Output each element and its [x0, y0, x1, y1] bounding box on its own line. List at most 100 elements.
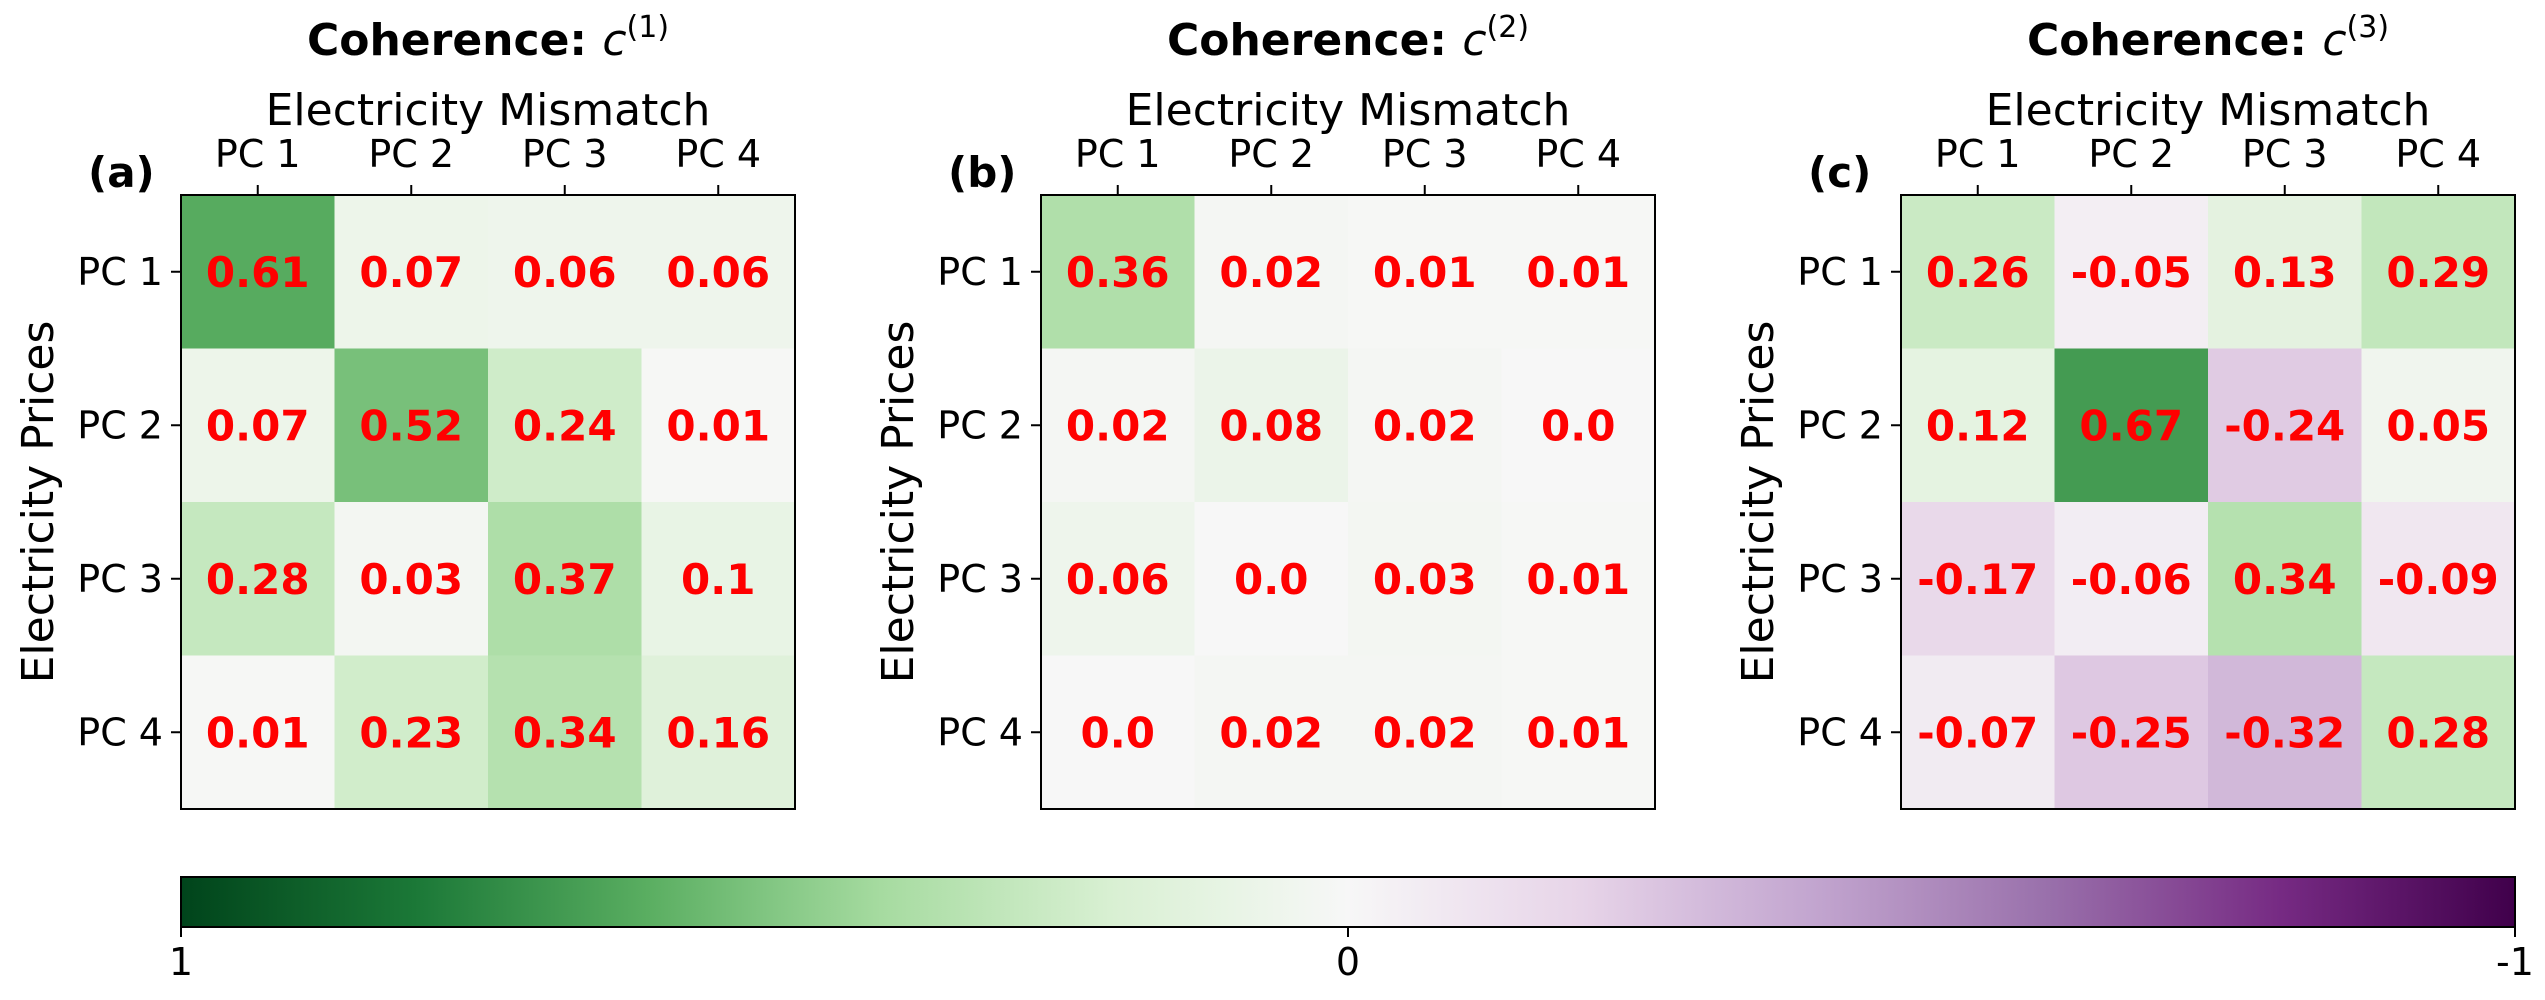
- cell-value-label: 0.08: [1219, 401, 1323, 450]
- heatmap-cell: [334, 195, 489, 349]
- cell-value-label: 0.03: [1373, 555, 1477, 604]
- x-tick-label: PC 1: [1935, 132, 2021, 176]
- cell-value-label: 0.0: [1234, 555, 1308, 604]
- cell-value-label: 0.02: [1219, 248, 1323, 297]
- heatmap-panels: Coherence: c(1) Electricity Mismatch (a) El…: [13, 10, 2516, 810]
- cell-value-label: 0.02: [1066, 401, 1170, 450]
- panel-frame: [1900, 194, 2516, 810]
- cell-value-label: -0.05: [2071, 248, 2192, 297]
- heatmap-cell: [334, 348, 489, 503]
- heatmap-cell: [1901, 502, 2055, 656]
- x-tick-label: PC 1: [215, 132, 301, 176]
- cell-value-label: 0.52: [359, 401, 463, 450]
- heatmap-panel-2: Coherence: c(2) Electricity Mismatch (b) El…: [873, 10, 1656, 810]
- cell-value-label: 0.61: [206, 248, 310, 297]
- cell-value-label: 0.02: [1219, 708, 1323, 757]
- y-tick-label: PC 1: [937, 250, 1023, 294]
- heatmap-cell: [488, 502, 642, 656]
- heatmap-cell: [181, 502, 335, 656]
- x-tick-label: PC 1: [1075, 132, 1161, 176]
- x-tick-label: PC 3: [522, 132, 608, 176]
- heatmap-cell: [2208, 195, 2362, 349]
- heatmap-cell: [641, 502, 796, 656]
- cell-value-label: 0.36: [1066, 248, 1170, 297]
- cell-value-label: 0.16: [666, 708, 770, 757]
- colorbar-bar: [180, 876, 2516, 928]
- heatmap-cell: [2054, 348, 2209, 503]
- heatmap-cell: [1348, 348, 1502, 503]
- heatmap-panel-3: Coherence: c(3) Electricity Mismatch (c) El…: [1733, 10, 2516, 810]
- panel-label: (b): [948, 148, 1016, 197]
- heatmap-cell: [334, 502, 489, 656]
- heatmap-cell: [2361, 348, 2516, 503]
- heatmap-cell: [1194, 348, 1349, 503]
- heatmap-cell: [1194, 195, 1349, 349]
- cell-value-label: -0.06: [2071, 555, 2192, 604]
- cell-value-label: -0.24: [2224, 401, 2345, 450]
- y-tick-label: PC 3: [77, 557, 163, 601]
- heatmap-cell: [181, 195, 335, 349]
- cell-value-label: 0.29: [2386, 248, 2490, 297]
- y-tick-label: PC 1: [1797, 250, 1883, 294]
- y-axis-label: Electricity Prices: [1733, 321, 1784, 684]
- panel-label: (c): [1808, 148, 1871, 197]
- heatmap-cell: [334, 655, 489, 810]
- cell-value-label: -0.09: [2378, 555, 2499, 604]
- x-axis-label: Electricity Mismatch: [266, 85, 711, 136]
- heatmap-cell: [1901, 195, 2055, 349]
- cell-value-label: 0.01: [1526, 248, 1630, 297]
- y-axis-label: Electricity Prices: [873, 321, 924, 684]
- cell-value-label: 0.34: [513, 708, 617, 757]
- x-tick-label: PC 4: [1535, 132, 1621, 176]
- cell-value-label: 0.07: [359, 248, 463, 297]
- y-tick-label: PC 1: [77, 250, 163, 294]
- cell-value-label: -0.32: [2224, 708, 2345, 757]
- y-tick-label: PC 3: [937, 557, 1023, 601]
- panel-title: Coherence: c(1): [307, 10, 669, 66]
- cell-value-label: 0.28: [206, 555, 310, 604]
- heatmap-cell: [488, 348, 642, 503]
- heatmap-cell: [1041, 195, 1195, 349]
- cell-value-label: 0.01: [1526, 708, 1630, 757]
- x-tick-label: PC 2: [368, 132, 454, 176]
- cell-value-label: 0.0: [1081, 708, 1155, 757]
- panel-title: Coherence: c(3): [2027, 10, 2389, 66]
- cell-value-label: 0.02: [1373, 708, 1477, 757]
- x-tick-label: PC 3: [1382, 132, 1468, 176]
- y-tick-label: PC 2: [1797, 403, 1883, 447]
- heatmap-cell: [1041, 655, 1195, 810]
- y-tick-label: PC 4: [1797, 710, 1883, 754]
- cell-value-label: 0.67: [2079, 401, 2183, 450]
- cell-value-label: -0.17: [1917, 555, 2038, 604]
- cell-value-label: 0.01: [206, 708, 310, 757]
- cell-value-label: 0.13: [2233, 248, 2337, 297]
- heatmap-panel-1: Coherence: c(1) Electricity Mismatch (a) El…: [13, 10, 796, 810]
- y-tick-label: PC 2: [937, 403, 1023, 447]
- heatmap-cell: [2208, 655, 2362, 810]
- panel-frame: [180, 194, 796, 810]
- panel-title: Coherence: c(2): [1167, 10, 1529, 66]
- colorbar-tick-label: 0: [1336, 940, 1360, 984]
- heatmap-cell: [2361, 502, 2516, 656]
- heatmap-cell: [1348, 655, 1502, 810]
- cell-value-label: 0.06: [513, 248, 617, 297]
- cell-value-label: 0.05: [2386, 401, 2490, 450]
- x-tick-label: PC 2: [1228, 132, 1314, 176]
- heatmap-cell: [641, 195, 796, 349]
- y-tick-label: PC 2: [77, 403, 163, 447]
- heatmap-cell: [2208, 348, 2362, 503]
- cell-value-label: 0.01: [1526, 555, 1630, 604]
- heatmap-cell: [1348, 195, 1502, 349]
- heatmap-cell: [641, 348, 796, 503]
- x-axis-label: Electricity Mismatch: [1126, 85, 1571, 136]
- cell-value-label: 0.06: [1066, 555, 1170, 604]
- heatmap-cell: [2361, 195, 2516, 349]
- heatmap-cell: [1194, 502, 1349, 656]
- cell-value-label: 0.0: [1541, 401, 1615, 450]
- cell-value-label: 0.03: [359, 555, 463, 604]
- heatmap-cell: [1501, 502, 1656, 656]
- x-tick-label: PC 4: [2395, 132, 2481, 176]
- x-tick-label: PC 3: [2242, 132, 2328, 176]
- cell-value-label: 0.26: [1926, 248, 2030, 297]
